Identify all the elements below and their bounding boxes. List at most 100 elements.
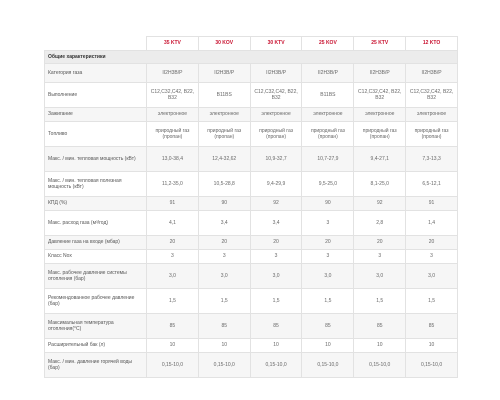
table-row: Макс. / мин. тепловая полезная мощность … [44,171,458,197]
row-label: Макс. / мин. давление горячей воды (бар) [44,352,147,378]
row-value: 0,15-10,0 [405,352,458,378]
row-value: 10,9-32,7 [249,146,303,172]
row-value: 20 [197,235,251,250]
row-value: 85 [197,313,251,339]
row-value: 91 [146,196,199,211]
row-value: природный газ (пропан) [301,121,355,147]
row-value: 7,3-13,3 [405,146,458,172]
row-value: 10 [353,338,407,353]
row-value: электронное [353,107,407,122]
specs-table: 35 KTV 30 KOV 30 KTV 25 KOV 25 KTV 12 KT… [44,36,458,378]
row-value: C12,C32,C42, B22, B32 [405,82,458,108]
row-value: 3,0 [405,263,458,289]
row-value: 10 [146,338,199,353]
row-value: 20 [249,235,303,250]
table-row: Макс. рабочее давление системы отопления… [44,263,458,289]
row-label: Топливо [44,121,147,147]
row-value: 10,5-28,8 [197,171,251,197]
model-header: 30 KOV [197,36,251,51]
row-value: II2H3B/P [353,63,407,83]
row-value: природный газ (пропан) [146,121,199,147]
row-value: 85 [301,313,355,339]
table-row: Категория газа II2H3B/P II2H3B/P II2H3B/P II… [44,63,458,83]
model-header: 30 KTV [249,36,303,51]
row-value: 3,0 [197,263,251,289]
section-header-row: Общие характеристики [44,50,458,64]
row-value: 3 [249,249,303,264]
row-value: 3 [405,249,458,264]
row-value: 10 [197,338,251,353]
specs-table-container: 35 KTV 30 KOV 30 KTV 25 KOV 25 KTV 12 KT… [44,36,458,378]
row-value: 92 [353,196,407,211]
row-value: природный газ (пропан) [197,121,251,147]
row-value: II2H3B/P [249,63,303,83]
row-value: 20 [301,235,355,250]
row-value: 1,5 [301,288,355,314]
row-value: 9,4-27,1 [353,146,407,172]
header-corner [44,36,147,51]
row-label: Категория газа [44,63,147,83]
row-label: Максимальная температура отопления(°C) [44,313,147,339]
model-header-row: 35 KTV 30 KOV 30 KTV 25 KOV 25 KTV 12 KT… [44,36,458,51]
row-value: 11,2-35,0 [146,171,199,197]
row-value: 90 [197,196,251,211]
row-value: 3 [146,249,199,264]
section-title: Общие характеристики [44,50,458,64]
row-value: 85 [249,313,303,339]
row-value: 20 [146,235,199,250]
row-value: природный газ (пропан) [405,121,458,147]
row-value: природный газ (пропан) [353,121,407,147]
row-value: 85 [353,313,407,339]
row-value: II2H3B/P [197,63,251,83]
row-value: 20 [353,235,407,250]
row-value: 85 [405,313,458,339]
table-row: Макс. расход газа (м³/год) 4,1 3,4 3,4 3 2,8 1… [44,210,458,236]
row-value: 2,8 [353,210,407,236]
row-label: Расширительный бак (л) [44,338,147,353]
row-label: КПД (%) [44,196,147,211]
row-value: C12,C32,C42, B22, B32 [249,82,303,108]
row-value: 91 [405,196,458,211]
table-row: Максимальная температура отопления(°C) 85… [44,313,458,339]
row-value: электронное [301,107,355,122]
row-value: 1,5 [197,288,251,314]
model-header: 35 KTV [146,36,199,51]
row-label: Зажигание [44,107,147,122]
row-value: 0,15-10,0 [353,352,407,378]
row-value: 0,15-10,0 [197,352,251,378]
row-label: Класс Nox [44,249,147,264]
row-value: 20 [405,235,458,250]
model-header: 12 KTO [405,36,458,51]
row-value: 10 [301,338,355,353]
table-row: Макс. / мин. тепловая мощность (кВт) 13,0… [44,146,458,172]
row-value: 13,0-38,4 [146,146,199,172]
row-value: 4,1 [146,210,199,236]
table-row: Выполнение C12,C32,C42, B22, B32 B11BS C12,… [44,82,458,108]
row-value: B11BS [301,82,355,108]
row-value: 6,5-12,1 [405,171,458,197]
row-value: природный газ (пропан) [249,121,303,147]
table-row: Зажигание электронное электронное электронн… [44,107,458,122]
row-value: 85 [146,313,199,339]
row-value: 1,5 [146,288,199,314]
row-value: 3,0 [301,263,355,289]
row-value: 3,0 [353,263,407,289]
table-row: Рекомендованное рабочее давление (бар) 1,… [44,288,458,314]
row-value: электронное [249,107,303,122]
row-label: Давление газа на входе (мбар) [44,235,147,250]
table-row: КПД (%) 91 90 92 90 92 91 [44,196,458,211]
row-value: 10 [249,338,303,353]
row-value: 3 [301,249,355,264]
row-value: 1,5 [405,288,458,314]
row-value: 1,5 [249,288,303,314]
row-value: 12,4-32,62 [197,146,251,172]
row-label: Макс. / мин. тепловая мощность (кВт) [44,146,147,172]
row-value: 3,0 [146,263,199,289]
row-value: II2H3B/P [405,63,458,83]
row-value: 92 [249,196,303,211]
row-value: 0,15-10,0 [146,352,199,378]
row-value: 3 [301,210,355,236]
model-header: 25 KOV [301,36,355,51]
row-value: C12,C32,C42, B22, B32 [353,82,407,108]
row-value: 3 [353,249,407,264]
